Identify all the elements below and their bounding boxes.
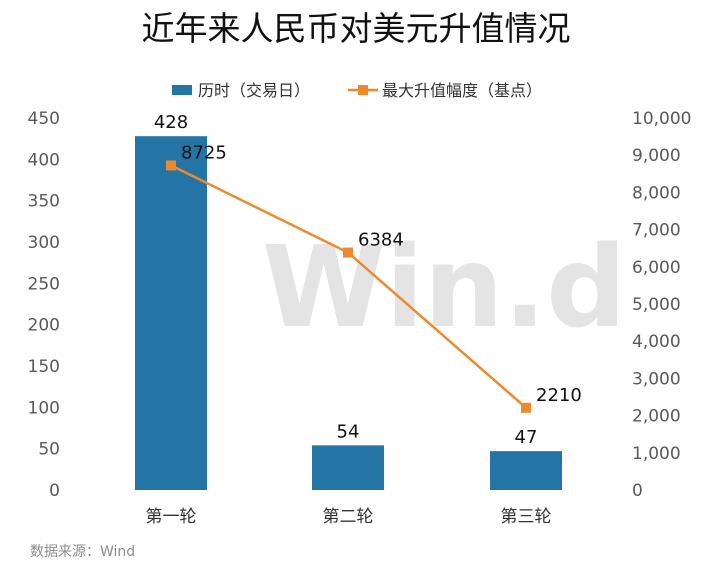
- left-axis: 0 50 100 150 200 250 300 350 400 450: [28, 109, 60, 501]
- left-tick-label: 350: [28, 192, 60, 212]
- left-tick-label: 0: [49, 481, 60, 501]
- bar: [490, 451, 562, 490]
- left-tick-label: 150: [28, 357, 60, 377]
- legend-label-duration: 历时（交易日）: [198, 81, 310, 100]
- line-series: 8725 6384 2210: [166, 142, 582, 413]
- legend-marker-appreciation: [358, 85, 368, 95]
- watermark: Win.d: [262, 223, 626, 353]
- right-tick-label: 8,000: [632, 183, 681, 203]
- line-data-label: 2210: [536, 385, 582, 406]
- line-point: [343, 247, 353, 258]
- line-data-label: 8725: [181, 142, 227, 163]
- category-label: 第一轮: [146, 507, 197, 527]
- left-tick-label: 300: [28, 233, 60, 253]
- legend: 历时（交易日） 最大升值幅度（基点）: [172, 81, 542, 100]
- right-tick-label: 0: [632, 481, 643, 501]
- bar-series: 428 54 47: [135, 112, 562, 491]
- left-tick-label: 400: [28, 150, 60, 170]
- right-tick-label: 10,000: [632, 109, 691, 129]
- line-data-label: 6384: [358, 230, 404, 251]
- right-tick-label: 2,000: [632, 407, 681, 427]
- left-tick-label: 450: [28, 109, 60, 129]
- right-tick-label: 9,000: [632, 146, 681, 166]
- bar: [135, 136, 207, 491]
- right-tick-label: 7,000: [632, 221, 681, 241]
- left-tick-label: 100: [28, 398, 60, 418]
- legend-swatch-bar: [172, 85, 192, 95]
- right-tick-label: 5,000: [632, 295, 681, 315]
- category-label: 第二轮: [323, 507, 374, 527]
- left-tick-label: 50: [38, 440, 60, 460]
- category-label: 第三轮: [501, 507, 552, 527]
- legend-label-appreciation: 最大升值幅度（基点）: [382, 81, 542, 100]
- right-tick-label: 4,000: [632, 332, 681, 352]
- left-tick-label: 250: [28, 274, 60, 294]
- right-tick-label: 6,000: [632, 258, 681, 278]
- bar-data-label: 47: [515, 427, 538, 448]
- bar: [312, 445, 384, 490]
- right-axis: 0 1,000 2,000 3,000 4,000 5,000 6,000 7,000 8,00…: [632, 109, 691, 501]
- right-tick-label: 3,000: [632, 369, 681, 389]
- chart-title: 近年来人民币对美元升值情况: [142, 9, 571, 48]
- right-tick-label: 1,000: [632, 444, 681, 464]
- category-axis: 第一轮 第二轮 第三轮: [146, 507, 552, 527]
- bar-data-label: 54: [337, 421, 360, 442]
- source-note: 数据来源：Wind: [30, 544, 135, 560]
- bar-data-label: 428: [154, 112, 188, 133]
- line-point: [521, 402, 531, 413]
- line-point: [166, 160, 176, 171]
- left-tick-label: 200: [28, 316, 60, 336]
